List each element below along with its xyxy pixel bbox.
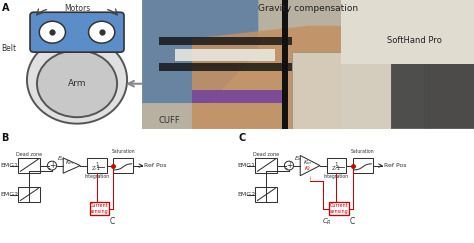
Circle shape	[37, 50, 117, 117]
Bar	[192, 90, 285, 103]
Bar	[441, 20, 471, 49]
Bar	[329, 202, 349, 215]
Bar	[255, 158, 277, 173]
Bar	[18, 187, 40, 202]
Polygon shape	[63, 158, 80, 173]
Text: EMG1: EMG1	[0, 163, 18, 168]
Circle shape	[284, 161, 293, 170]
Text: Ref Pos: Ref Pos	[384, 163, 406, 168]
Text: Dead zone: Dead zone	[253, 152, 279, 157]
Bar	[341, 0, 474, 64]
Bar	[401, 13, 431, 46]
Text: EMG1: EMG1	[237, 163, 255, 168]
Text: 1: 1	[335, 163, 338, 167]
Text: Integration: Integration	[324, 174, 349, 179]
Polygon shape	[300, 156, 320, 176]
Text: CUFF: CUFF	[159, 116, 181, 125]
Bar	[113, 158, 133, 173]
Text: -: -	[48, 164, 51, 173]
Bar	[87, 158, 107, 173]
Text: +: +	[286, 161, 292, 170]
Text: Current
sensing: Current sensing	[329, 203, 348, 214]
Text: $E_d$: $E_d$	[57, 154, 66, 163]
Text: C: C	[349, 217, 355, 226]
Text: Dead zone: Dead zone	[16, 152, 42, 157]
Text: C: C	[110, 217, 115, 226]
Polygon shape	[391, 39, 474, 129]
Text: Ref Pos: Ref Pos	[144, 163, 167, 168]
Text: EMG2: EMG2	[237, 192, 256, 197]
Polygon shape	[192, 26, 341, 129]
Ellipse shape	[27, 36, 127, 124]
Bar	[445, 34, 474, 58]
Bar	[175, 49, 275, 61]
Text: Motors: Motors	[64, 4, 90, 13]
Bar	[353, 158, 373, 173]
Bar	[424, 9, 455, 42]
Text: $K_m$: $K_m$	[303, 158, 313, 167]
Bar	[327, 158, 346, 173]
Text: Arm: Arm	[68, 79, 86, 88]
Bar	[255, 187, 277, 202]
Text: +: +	[49, 161, 55, 170]
Bar	[292, 52, 424, 129]
FancyBboxPatch shape	[30, 12, 124, 52]
Text: A: A	[2, 3, 10, 13]
Bar	[159, 37, 292, 45]
Text: Current
sensing: Current sensing	[90, 203, 109, 214]
Polygon shape	[142, 0, 258, 103]
Text: -: -	[285, 164, 288, 173]
Text: Z-1: Z-1	[332, 166, 341, 171]
Text: EMG2: EMG2	[0, 192, 19, 197]
Text: Gravity compensation: Gravity compensation	[258, 4, 358, 13]
Text: $K_f$: $K_f$	[304, 164, 312, 173]
Text: Belt: Belt	[1, 44, 17, 53]
Bar	[282, 0, 288, 129]
Text: Z-1: Z-1	[92, 166, 101, 171]
Text: Saturation: Saturation	[351, 149, 374, 154]
Bar	[90, 202, 109, 215]
Bar	[159, 63, 292, 71]
Text: $C_R$: $C_R$	[322, 217, 332, 227]
Text: C: C	[238, 133, 246, 143]
Text: SoftHand Pro: SoftHand Pro	[387, 36, 442, 45]
Text: Saturation: Saturation	[111, 149, 135, 154]
Text: B: B	[1, 133, 9, 143]
Text: Integration: Integration	[84, 174, 109, 179]
Text: $E_d$: $E_d$	[294, 154, 303, 163]
Circle shape	[47, 161, 56, 170]
Circle shape	[89, 21, 115, 43]
Circle shape	[39, 21, 65, 43]
Text: $K_m$: $K_m$	[65, 158, 75, 167]
Bar	[18, 158, 40, 173]
Text: 1: 1	[95, 163, 99, 167]
